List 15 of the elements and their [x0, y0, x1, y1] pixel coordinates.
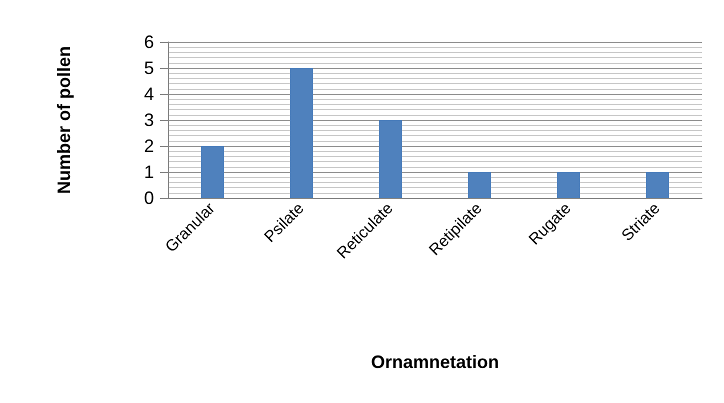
bar [379, 120, 402, 198]
y-tick-label: 6 [144, 32, 154, 52]
y-tick-label: 3 [144, 110, 154, 130]
y-tick-label: 1 [144, 162, 154, 182]
y-tick-label: 4 [144, 84, 154, 104]
bar [468, 172, 491, 198]
bar [646, 172, 669, 198]
y-tick-label: 2 [144, 136, 154, 156]
x-axis-title: Ornamnetation [370, 352, 500, 372]
bar [557, 172, 580, 198]
y-axis-title: Number of pollen [54, 46, 74, 194]
bar [201, 146, 224, 198]
bar [290, 68, 313, 198]
y-tick-label: 0 [144, 188, 154, 208]
y-tick-label: 5 [144, 58, 154, 78]
